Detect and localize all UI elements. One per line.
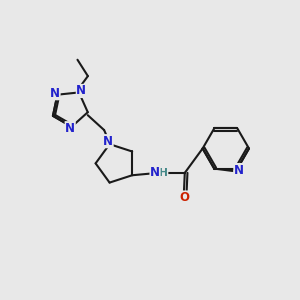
Text: H: H: [159, 168, 168, 178]
Text: N: N: [50, 87, 60, 100]
Text: N: N: [65, 122, 75, 135]
Text: N: N: [103, 135, 113, 148]
Text: N: N: [76, 84, 86, 98]
Text: O: O: [180, 191, 190, 204]
Text: N: N: [150, 166, 160, 179]
Text: N: N: [234, 164, 244, 177]
